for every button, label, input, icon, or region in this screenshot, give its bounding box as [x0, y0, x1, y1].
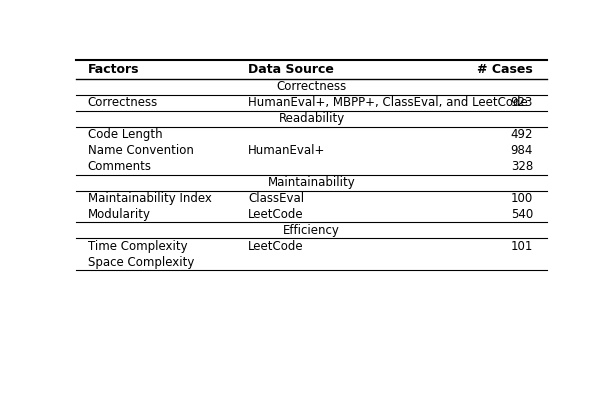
Text: Space Complexity: Space Complexity: [88, 256, 194, 269]
Text: 100: 100: [511, 192, 533, 205]
Text: # Cases: # Cases: [477, 63, 533, 76]
Text: Data Source: Data Source: [248, 63, 334, 76]
Text: Modularity: Modularity: [88, 208, 151, 221]
Text: Factors: Factors: [88, 63, 139, 76]
Text: 984: 984: [511, 144, 533, 157]
Text: 492: 492: [511, 128, 533, 141]
Text: Time Complexity: Time Complexity: [88, 240, 187, 253]
Text: LeetCode: LeetCode: [248, 208, 303, 221]
Text: HumanEval+: HumanEval+: [248, 144, 325, 157]
Text: 328: 328: [511, 160, 533, 173]
Text: Maintainability: Maintainability: [268, 176, 356, 189]
Text: Correctness: Correctness: [277, 80, 347, 94]
Text: Efficiency: Efficiency: [283, 224, 340, 237]
Text: HumanEval+, MBPP+, ClassEval, and LeetCode: HumanEval+, MBPP+, ClassEval, and LeetCo…: [248, 96, 528, 109]
Text: 540: 540: [511, 208, 533, 221]
Text: 923: 923: [511, 96, 533, 109]
Text: 101: 101: [511, 240, 533, 253]
Text: LeetCode: LeetCode: [248, 240, 303, 253]
Text: Maintainability Index: Maintainability Index: [88, 192, 212, 205]
Text: Comments: Comments: [88, 160, 152, 173]
Text: Readability: Readability: [278, 112, 345, 125]
Text: Correctness: Correctness: [88, 96, 158, 109]
Text: Code Length: Code Length: [88, 128, 162, 141]
Text: Name Convention: Name Convention: [88, 144, 194, 157]
Text: ClassEval: ClassEval: [248, 192, 304, 205]
